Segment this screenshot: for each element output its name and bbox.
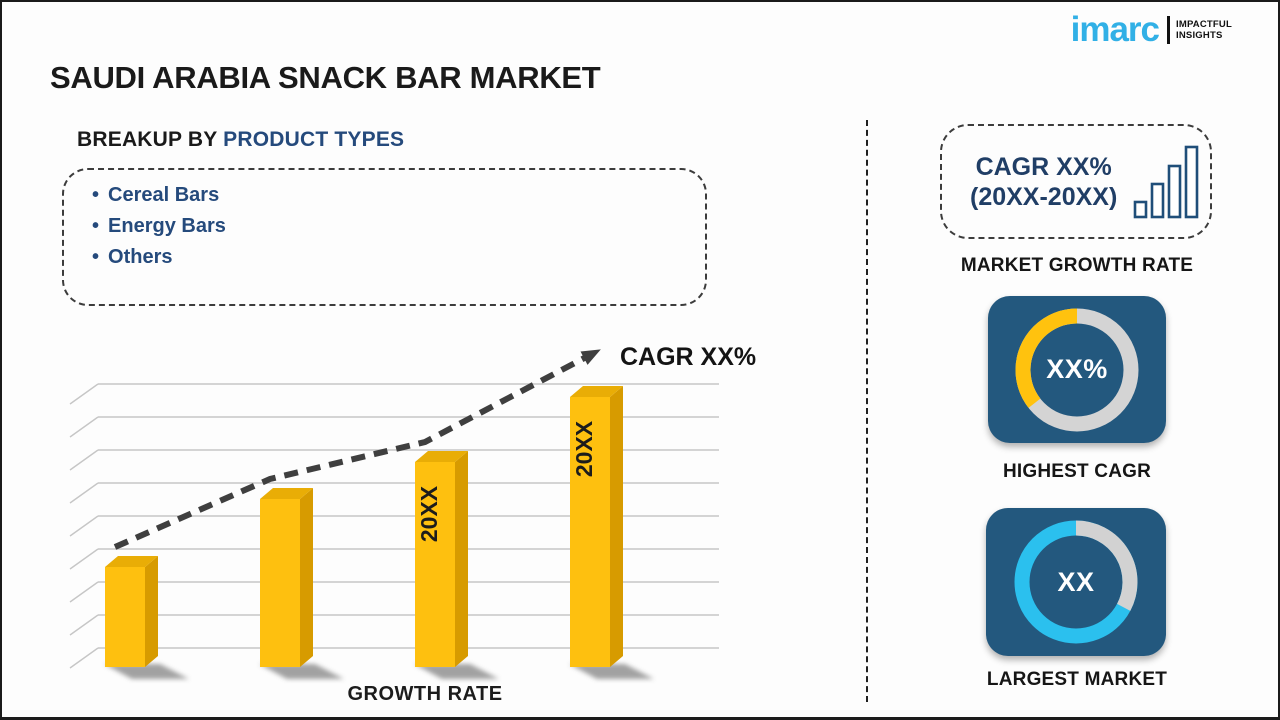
cagr-box-line1: CAGR XX% xyxy=(975,152,1112,181)
highest-cagr-value: XX% xyxy=(1046,354,1108,384)
logo-tagline: IMPACTFUL INSIGHTS xyxy=(1167,16,1232,44)
product-type-item: Energy Bars xyxy=(92,211,705,242)
product-types-list: Cereal BarsEnergy BarsOthers xyxy=(64,180,705,273)
cagr-label: CAGR XX% xyxy=(620,343,756,371)
chart-bars: 20XX 20XX xyxy=(104,386,654,679)
largest-market-label: LARGEST MARKET xyxy=(986,669,1168,690)
highest-cagr-tile: XX% xyxy=(988,296,1166,443)
imarc-logo: imarc IMPACTFUL INSIGHTS xyxy=(1070,10,1232,49)
highest-cagr-label: HIGHEST CAGR xyxy=(1002,461,1152,482)
product-type-item: Cereal Bars xyxy=(92,180,705,211)
page-title: SAUDI ARABIA SNACK BAR MARKET xyxy=(50,60,601,95)
market-growth-rate-label: MARKET GROWTH RATE xyxy=(960,255,1194,276)
bar-year-label: 20XX xyxy=(571,420,597,477)
cagr-trend-arrow xyxy=(113,349,601,550)
vertical-divider xyxy=(866,120,868,702)
bar-growth-icon xyxy=(1133,145,1199,218)
largest-market-value: XX xyxy=(1057,566,1095,597)
largest-market-tile: XX xyxy=(986,508,1166,656)
cagr-box-line2: (20XX-20XX) xyxy=(970,182,1118,211)
bar-year-label: 20XX xyxy=(416,485,442,542)
highest-cagr-donut xyxy=(1015,308,1139,431)
growth-rate-bar-chart: 20XX 20XX CAGR XX% GROWTH RATE xyxy=(69,343,756,705)
largest-market-donut xyxy=(1014,520,1138,644)
logo-tagline-line2: INSIGHTS xyxy=(1176,30,1223,41)
product-types-box: Cereal BarsEnergy BarsOthers xyxy=(62,168,707,306)
product-type-item: Others xyxy=(92,242,705,273)
x-axis-label: GROWTH RATE xyxy=(347,683,502,705)
logo-wordmark: imarc xyxy=(1070,10,1160,49)
breakup-heading: BREAKUP BY PRODUCT TYPES xyxy=(77,128,404,152)
cagr-box: CAGR XX% (20XX-20XX) xyxy=(940,124,1212,239)
breakup-heading-prefix: BREAKUP BY xyxy=(77,128,218,151)
logo-tagline-line1: IMPACTFUL xyxy=(1176,19,1232,30)
breakup-heading-highlight: PRODUCT TYPES xyxy=(223,128,405,151)
cagr-box-text: CAGR XX% (20XX-20XX) xyxy=(970,152,1117,212)
